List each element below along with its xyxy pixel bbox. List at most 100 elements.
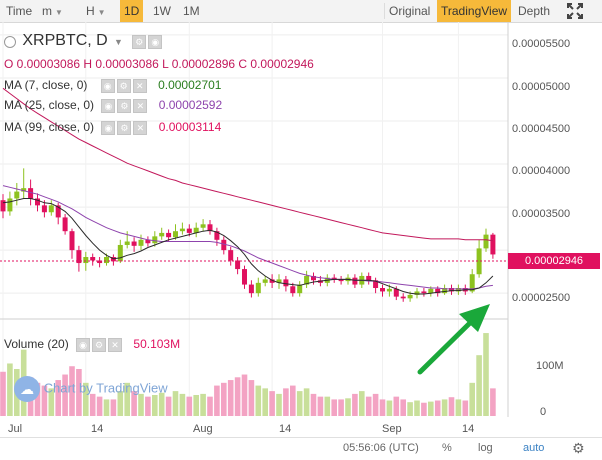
ma25-legend-row: MA (25, close, 0) ◉ ⚙ ✕ 0.00002592 [4, 98, 222, 113]
depth-view-button[interactable]: Depth [518, 0, 550, 22]
volume-bar [269, 391, 275, 416]
volume-bar [317, 396, 324, 416]
volume-bar [83, 382, 89, 416]
ma99-label: MA (99, close, 0) [4, 120, 95, 134]
ma99-legend-row: MA (99, close, 0) ◉ ⚙ ✕ 0.00003114 [4, 120, 221, 135]
minute-interval-dropdown[interactable]: m ▼ [42, 0, 63, 22]
day-interval-button[interactable]: 1D [120, 0, 144, 22]
original-view-button[interactable]: Original [389, 0, 430, 22]
week-interval-button[interactable]: 1W [153, 0, 171, 22]
volume-bar [365, 396, 372, 416]
log-scale-toggle[interactable]: log [478, 442, 493, 454]
volume-bar [241, 374, 248, 416]
eye-icon[interactable]: ◉ [76, 337, 91, 352]
close-icon[interactable]: ✕ [132, 78, 147, 93]
collapse-circle-icon[interactable] [4, 35, 16, 48]
time-tick: 14 [462, 423, 475, 435]
eye-icon[interactable]: ◉ [101, 98, 116, 113]
original-label: Original [389, 4, 431, 18]
week-label: 1W [153, 4, 171, 18]
settings-icon[interactable]: ⚙ [132, 34, 147, 49]
eye-icon[interactable]: ◉ [101, 120, 116, 135]
candlestick [248, 280, 254, 298]
candlestick [138, 234, 144, 251]
time-tick: Aug [193, 423, 213, 435]
volume-bar [255, 385, 262, 416]
candlestick [14, 182, 20, 206]
time-tick: 14 [279, 423, 292, 435]
settings-icon[interactable]: ⚙ [116, 78, 131, 93]
volume-bar [76, 369, 82, 416]
volume-bar [0, 371, 6, 416]
chevron-down-icon[interactable]: ▼ [114, 37, 123, 47]
close-icon[interactable]: ✕ [133, 120, 148, 135]
volume-bar [145, 396, 151, 416]
candlestick [400, 293, 406, 302]
price-tick: 0.00003500 [512, 208, 571, 220]
candlestick [304, 270, 310, 289]
volume-bar [441, 399, 448, 416]
hour-interval-dropdown[interactable]: H ▼ [86, 0, 106, 22]
volume-bar [165, 396, 172, 416]
month-label: 1M [183, 4, 200, 18]
volume-bar [345, 398, 351, 416]
candlestick [366, 272, 372, 285]
settings-icon[interactable]: ⚙ [92, 337, 107, 352]
candlestick [124, 231, 130, 249]
close-icon[interactable]: ✕ [108, 337, 123, 352]
volume-bar [400, 399, 406, 416]
volume-bar [469, 382, 475, 416]
volume-bar [296, 391, 303, 416]
volume-bar [428, 401, 434, 416]
volume-bar [262, 388, 268, 416]
minute-label: m [42, 4, 52, 18]
percent-scale-toggle[interactable]: % [442, 442, 452, 454]
candlestick [414, 288, 420, 299]
ma25-label: MA (25, close, 0) [4, 98, 95, 112]
volume-bar [179, 393, 186, 416]
candlestick [76, 245, 82, 272]
volume-bar [138, 393, 144, 416]
time-button[interactable]: Time [6, 0, 32, 22]
candlestick [117, 239, 123, 264]
volume-bar [248, 380, 255, 416]
volume-bar [62, 374, 68, 416]
volume-bar [41, 385, 48, 416]
settings-icon[interactable]: ⚙ [117, 120, 132, 135]
candlestick [269, 274, 275, 289]
volume-bar [124, 382, 130, 416]
tradingview-view-button[interactable]: TradingView [437, 0, 512, 22]
candlestick [152, 231, 158, 247]
candlestick [352, 274, 358, 289]
volume-legend-row: Volume (20) ◉ ⚙ ✕ 50.103M [4, 337, 180, 352]
volume-bar [69, 366, 75, 416]
candlestick [242, 265, 247, 289]
volume-bar [352, 393, 358, 416]
settings-icon[interactable]: ⚙ [117, 98, 132, 113]
candlestick [490, 232, 496, 259]
volume-bar [221, 382, 227, 416]
time-label: Time [6, 4, 33, 18]
ma99-value: 0.00003114 [158, 120, 222, 134]
tradingview-watermark[interactable]: ☁ Chart by TradingView [14, 376, 168, 402]
volume-bar [310, 393, 317, 416]
month-interval-button[interactable]: 1M [183, 0, 200, 22]
fullscreen-button[interactable] [566, 0, 588, 22]
candlestick [90, 253, 96, 266]
eye-icon[interactable]: ◉ [100, 78, 115, 93]
chart-settings-button[interactable]: ⚙ [572, 438, 585, 458]
volume-bar [34, 382, 41, 416]
candlestick [207, 220, 213, 235]
day-label: 1D [124, 4, 140, 18]
chart-grid [0, 22, 508, 416]
volume-bar [200, 393, 206, 416]
toolbar-divider [384, 3, 385, 19]
candlestick [48, 200, 54, 216]
volume-bar [290, 385, 296, 416]
auto-scale-toggle[interactable]: auto [523, 442, 545, 454]
close-icon[interactable]: ✕ [133, 98, 148, 113]
volume-bar [214, 385, 220, 416]
volume-label: Volume (20) [4, 337, 69, 351]
eye-icon[interactable]: ◉ [148, 34, 163, 49]
volume-bar [193, 394, 199, 416]
